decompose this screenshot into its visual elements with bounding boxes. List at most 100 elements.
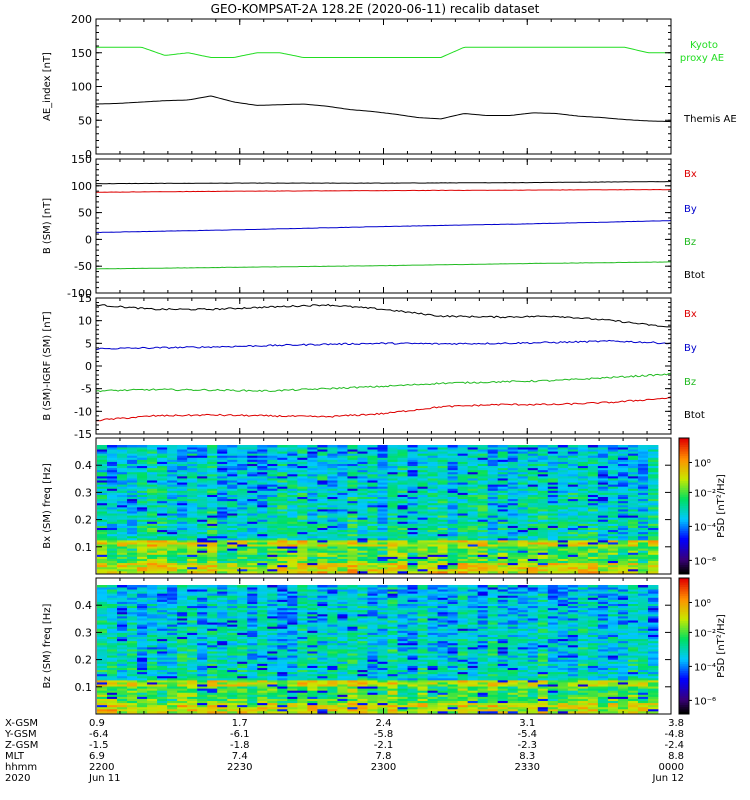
spectrogram-cell (177, 509, 188, 512)
spectrogram-cell (237, 511, 248, 514)
spectrogram-cell (447, 558, 459, 562)
spectrogram-cell (577, 463, 589, 467)
spectrogram-cell (647, 535, 659, 539)
spectrogram-cell (587, 480, 599, 483)
spectrogram-cell (297, 504, 308, 508)
spectrogram-cell (477, 455, 489, 458)
spectrogram-cell (177, 686, 188, 689)
spectrogram-cell (117, 570, 128, 574)
spectrogram-cell (177, 535, 188, 539)
spectrogram-cell (407, 480, 418, 483)
spectrogram-cell (637, 552, 649, 555)
spectrogram-cell (647, 560, 659, 564)
spectrogram-cell (227, 698, 238, 702)
spectrogram-cell (137, 542, 148, 545)
spectrogram-cell (107, 455, 118, 458)
spectrogram-cell (247, 531, 258, 535)
spectrogram-cell (127, 704, 138, 708)
spectrogram-cell (137, 469, 148, 473)
spectrogram-cell (297, 548, 308, 551)
spectrogram-cell (567, 539, 579, 543)
spectrogram-cell (507, 480, 519, 483)
spectrogram-cell (207, 445, 218, 448)
spectrogram-cell (207, 537, 218, 541)
spectrogram-cell (157, 690, 168, 693)
spectrogram-cell (617, 523, 629, 526)
spectrogram-cell (217, 663, 228, 666)
spectrogram-cell (607, 564, 619, 568)
spectrogram-cell (617, 566, 629, 570)
spectrogram-cell (197, 535, 208, 539)
spectrogram-cell (417, 453, 428, 456)
spectrogram-cell (277, 515, 288, 518)
spectrogram-cell (237, 554, 248, 557)
spectrogram-cell (147, 615, 158, 619)
spectrogram-cell (527, 546, 539, 549)
spectrogram-cell (227, 601, 238, 604)
spectrogram-cell (127, 589, 138, 592)
spectrogram-cell (467, 535, 479, 539)
spectrogram-cell (267, 445, 278, 448)
spectrogram-cell (427, 484, 439, 487)
spectrogram-cell (377, 525, 388, 528)
legend-label: Btot (684, 270, 705, 281)
spectrogram-cell (647, 523, 659, 526)
spectrogram-cell (347, 556, 358, 559)
spectrogram-cell (127, 449, 138, 452)
spectrogram-cell (527, 552, 539, 555)
spectrogram-cell (427, 469, 439, 473)
spectrogram-cell (127, 698, 138, 702)
spectrogram-cell (517, 492, 529, 495)
spectrogram-cell (397, 445, 408, 448)
spectrogram-cell (337, 515, 348, 518)
spectrogram-cell (227, 599, 238, 602)
spectrogram-cell (447, 544, 459, 547)
spectrogram-cell (227, 609, 238, 613)
spectrogram-cell (227, 613, 238, 617)
spectrogram-cell (167, 605, 178, 609)
spectrogram-cell (217, 671, 228, 675)
spectrogram-cell (207, 498, 218, 502)
spectrogram-cell (537, 500, 549, 504)
spectrogram-cell (357, 490, 368, 493)
spectrogram-cell (97, 686, 108, 689)
spectrogram-cell (547, 480, 559, 483)
spectrogram-cell (247, 529, 258, 533)
spectrogram-cell (167, 525, 178, 528)
spectrogram-cell (157, 597, 168, 600)
spectrogram-cell (377, 562, 388, 566)
spectrogram-cell (117, 603, 128, 607)
spectrogram-cell (507, 447, 519, 450)
spectrogram-cell (527, 486, 539, 489)
spectrogram-cell (587, 463, 599, 467)
spectrogram-cell (127, 642, 138, 646)
spectrogram-cell (217, 615, 228, 619)
spectrogram-cell (637, 548, 649, 551)
spectrogram-cell (167, 609, 178, 613)
spectrogram-cell (117, 675, 128, 679)
spectrogram-cell (487, 494, 499, 498)
spectrogram-cell (537, 494, 549, 498)
spectrogram-cell (237, 513, 248, 516)
spectrogram-cell (117, 651, 128, 654)
spectrogram-cell (187, 667, 198, 671)
spectrogram-cell (207, 626, 218, 629)
spectrogram-cell (187, 492, 198, 495)
spectrogram-cell (217, 482, 228, 485)
spectrogram-cell (427, 461, 439, 464)
spectrogram-cell (177, 525, 188, 528)
spectrogram-cell (317, 496, 328, 500)
spectrogram-cell (317, 527, 328, 531)
spectrogram-cell (407, 509, 418, 512)
spectrogram-cell (407, 537, 418, 541)
y-tick-label: 15 (78, 292, 92, 305)
colorbar-cell (679, 503, 689, 507)
spectrogram-cell (207, 677, 218, 681)
spectrogram-cell (227, 675, 238, 679)
spectrogram-cell (187, 585, 198, 588)
spectrogram-cell (317, 500, 328, 504)
spectrogram-cell (147, 706, 158, 710)
spectrogram-cell (607, 566, 619, 570)
spectrogram-cell (147, 447, 158, 450)
spectrogram-cell (227, 509, 238, 512)
